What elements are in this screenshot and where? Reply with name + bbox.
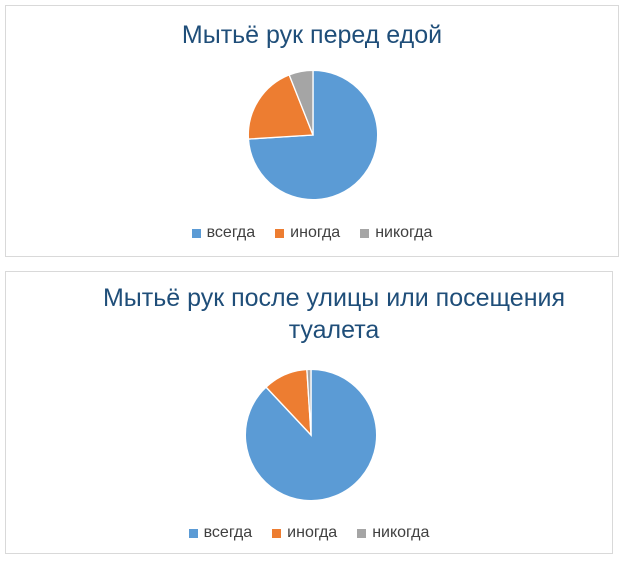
legend-swatch <box>357 528 367 538</box>
legend-item-never: никогда <box>357 524 429 542</box>
chart-legend: всегда иногда никогда <box>6 224 618 242</box>
pie-slice-никогда <box>306 368 312 436</box>
legend-item-sometimes: иногда <box>275 224 340 242</box>
chart-title: Мытьё рук после улицы или посещения туал… <box>102 284 566 344</box>
legend-item-always: всегда <box>191 224 256 242</box>
chart-legend: всегда иногда никогда <box>6 524 612 542</box>
chart-title: Мытьё рук перед едой <box>181 21 443 49</box>
legend-label: никогда <box>372 524 430 541</box>
pie-chart <box>247 69 379 201</box>
legend-item-sometimes: иногда <box>272 524 337 542</box>
legend-swatch <box>275 228 285 238</box>
legend-label: всегда <box>203 524 253 541</box>
legend-swatch <box>272 528 282 538</box>
legend-swatch <box>360 228 370 238</box>
chart-hands-before-meal: Мытьё рук перед едой всегда иногда никог… <box>5 5 619 257</box>
legend-item-never: никогда <box>360 224 432 242</box>
legend-label: иногда <box>287 524 338 541</box>
legend-swatch <box>188 528 198 538</box>
legend-swatch <box>191 228 201 238</box>
legend-label: иногда <box>290 224 341 241</box>
legend-item-always: всегда <box>188 524 253 542</box>
legend-label: никогда <box>375 224 433 241</box>
pie-slice-никогда <box>288 69 314 136</box>
chart-hands-after-street: Мытьё рук после улицы или посещения туал… <box>5 271 613 554</box>
pie-slice-иногда <box>247 74 314 140</box>
pie-chart <box>244 368 378 502</box>
legend-label: всегда <box>206 224 256 241</box>
